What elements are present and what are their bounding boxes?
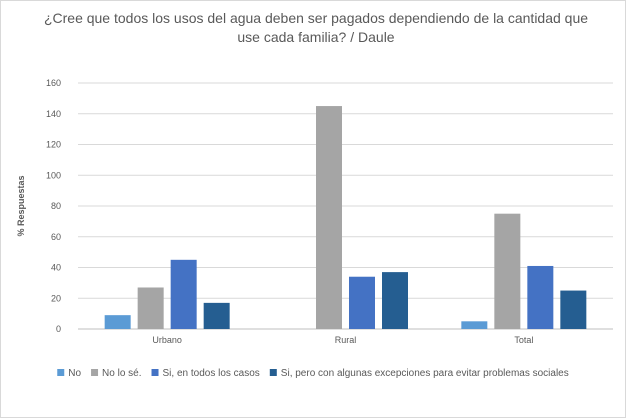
bar (170, 259, 197, 329)
bar (203, 302, 230, 329)
legend-label: No lo sé. (102, 368, 141, 379)
y-tick-label: 20 (51, 293, 61, 303)
y-axis-label: % Respuestas (16, 175, 26, 236)
x-tick-label: Urbano (152, 335, 182, 345)
legend-swatch (269, 369, 277, 376)
bar (382, 272, 408, 329)
y-tick-label: 0 (56, 324, 61, 334)
x-tick-label: Total (514, 335, 533, 345)
y-tick-label: 40 (51, 263, 61, 273)
axes: 0 20 40 60 80 100 120 140 160 % Respuestas Urbano R… (16, 78, 533, 345)
bar (104, 315, 131, 329)
y-tick-label: 80 (51, 201, 61, 211)
chart-title: ¿Cree que todos los usos del agua deben … (43, 10, 589, 45)
legend-swatch (91, 369, 99, 376)
y-tick-label: 60 (51, 232, 61, 242)
bar (527, 265, 554, 329)
x-tick-label: Rural (335, 335, 357, 345)
gridlines (78, 82, 613, 330)
legend: No No lo sé. Si, en todos los casos Si, per… (57, 368, 569, 379)
y-tick-label: 160 (46, 78, 61, 88)
y-tick-label: 100 (46, 170, 61, 180)
legend-swatch (57, 369, 65, 376)
legend-label: Si, pero con algunas excepciones para ev… (281, 368, 569, 379)
bar (316, 106, 342, 329)
legend-swatch (151, 369, 159, 376)
bar (349, 276, 375, 329)
bars (104, 106, 587, 329)
legend-label: No (68, 368, 81, 379)
legend-label: Si, en todos los casos (163, 368, 260, 379)
bar (560, 290, 587, 329)
y-tick-label: 120 (46, 140, 61, 150)
bar (494, 213, 521, 329)
y-tick-label: 140 (46, 109, 61, 119)
bar (461, 321, 488, 329)
bar (137, 287, 164, 329)
